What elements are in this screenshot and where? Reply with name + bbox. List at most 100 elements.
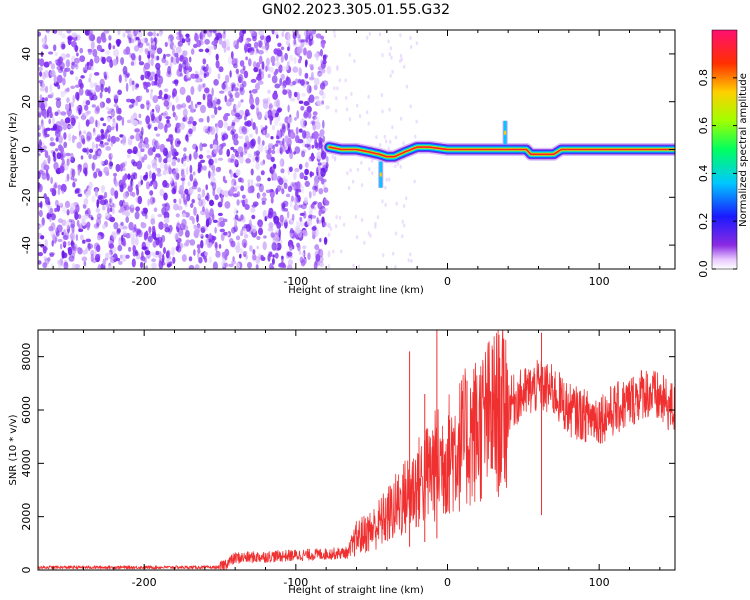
spectrogram-x-tick-label: -200 bbox=[132, 275, 157, 288]
noise-speck bbox=[381, 109, 384, 114]
noise-speck bbox=[314, 138, 318, 146]
noise-speck bbox=[244, 204, 250, 210]
noise-speck bbox=[289, 230, 295, 234]
noise-speck bbox=[314, 121, 321, 130]
noise-speck bbox=[257, 74, 263, 82]
noise-speck bbox=[349, 168, 352, 173]
noise-speck bbox=[255, 96, 260, 106]
noise-speck bbox=[61, 219, 67, 226]
noise-speck bbox=[84, 104, 89, 111]
noise-speck bbox=[182, 50, 188, 57]
noise-speck bbox=[106, 56, 113, 63]
noise-speck bbox=[198, 233, 204, 237]
colorbar-tick-label: 0.2 bbox=[697, 212, 710, 230]
noise-speck bbox=[159, 143, 166, 153]
noise-speck bbox=[350, 92, 353, 96]
noise-speck bbox=[236, 39, 239, 46]
noise-speck bbox=[114, 190, 119, 199]
noise-speck bbox=[385, 177, 388, 182]
noise-speck bbox=[189, 239, 196, 246]
noise-speck bbox=[61, 231, 65, 236]
noise-speck bbox=[293, 56, 297, 64]
noise-speck bbox=[384, 139, 388, 144]
noise-speck bbox=[50, 63, 56, 70]
noise-speck bbox=[38, 170, 41, 180]
noise-speck bbox=[334, 108, 338, 113]
noise-speck bbox=[49, 83, 53, 93]
noise-speck bbox=[56, 203, 61, 212]
snr-x-axis-label: Height of straight line (km) bbox=[288, 585, 424, 596]
noise-speck bbox=[38, 152, 41, 157]
noise-speck bbox=[240, 99, 244, 103]
noise-speck bbox=[206, 125, 211, 135]
noise-speck bbox=[60, 66, 64, 72]
noise-speck bbox=[267, 177, 271, 182]
noise-speck bbox=[277, 42, 282, 47]
noise-speck bbox=[119, 184, 124, 193]
noise-speck bbox=[61, 250, 65, 259]
spectrogram-x-tick-label: -100 bbox=[283, 275, 308, 288]
noise-speck bbox=[171, 161, 176, 167]
noise-speck bbox=[177, 205, 183, 211]
noise-speck bbox=[61, 33, 66, 39]
noise-speck bbox=[327, 264, 331, 269]
noise-speck bbox=[399, 33, 402, 38]
noise-speck bbox=[74, 189, 78, 195]
noise-speck bbox=[224, 74, 230, 84]
noise-speck bbox=[257, 193, 261, 199]
noise-speck bbox=[160, 261, 166, 266]
noise-speck bbox=[43, 61, 50, 68]
noise-speck bbox=[174, 127, 181, 134]
noise-speck bbox=[230, 170, 234, 178]
noise-speck bbox=[289, 244, 293, 251]
noise-speck bbox=[138, 30, 142, 33]
colorbar-label: Normalized spectral amplitude bbox=[738, 73, 749, 227]
noise-speck bbox=[109, 161, 114, 167]
noise-speck bbox=[197, 161, 202, 169]
noise-speck bbox=[139, 95, 143, 101]
noise-speck bbox=[86, 221, 90, 231]
noise-speck bbox=[122, 225, 128, 230]
noise-speck bbox=[232, 193, 239, 198]
noise-speck bbox=[188, 264, 195, 269]
noise-speck bbox=[324, 200, 330, 206]
noise-speck bbox=[231, 227, 236, 234]
noise-speck bbox=[193, 206, 197, 216]
noise-speck bbox=[125, 46, 131, 55]
noise-speck bbox=[148, 44, 152, 51]
noise-speck bbox=[60, 90, 65, 98]
noise-speck bbox=[379, 143, 382, 148]
noise-speck bbox=[303, 210, 307, 219]
noise-speck bbox=[78, 108, 82, 116]
noise-speck bbox=[141, 251, 144, 261]
noise-speck bbox=[109, 198, 112, 204]
noise-speck bbox=[181, 213, 187, 218]
noise-speck bbox=[281, 31, 284, 38]
noise-speck bbox=[88, 153, 92, 160]
noise-speck bbox=[289, 166, 293, 173]
noise-speck bbox=[238, 76, 242, 84]
noise-speck bbox=[294, 196, 298, 205]
noise-speck bbox=[174, 52, 179, 58]
noise-speck bbox=[388, 52, 391, 57]
noise-speck bbox=[176, 222, 181, 231]
noise-speck bbox=[83, 260, 87, 267]
noise-speck bbox=[95, 136, 100, 142]
noise-speck bbox=[155, 116, 161, 124]
noise-speck bbox=[60, 243, 63, 250]
noise-speck bbox=[380, 93, 384, 98]
noise-speck bbox=[73, 63, 78, 68]
noise-speck bbox=[234, 150, 239, 158]
noise-speck bbox=[131, 53, 136, 61]
noise-speck bbox=[306, 137, 312, 145]
noise-speck bbox=[135, 206, 141, 212]
noise-speck bbox=[167, 65, 172, 75]
snr-y-tick-label: 8000 bbox=[20, 343, 33, 371]
noise-speck bbox=[156, 55, 160, 61]
noise-speck bbox=[170, 176, 173, 184]
noise-speck bbox=[154, 236, 157, 241]
noise-speck bbox=[120, 57, 125, 66]
noise-speck bbox=[181, 254, 187, 262]
noise-speck bbox=[147, 124, 151, 130]
noise-speck bbox=[214, 36, 220, 40]
